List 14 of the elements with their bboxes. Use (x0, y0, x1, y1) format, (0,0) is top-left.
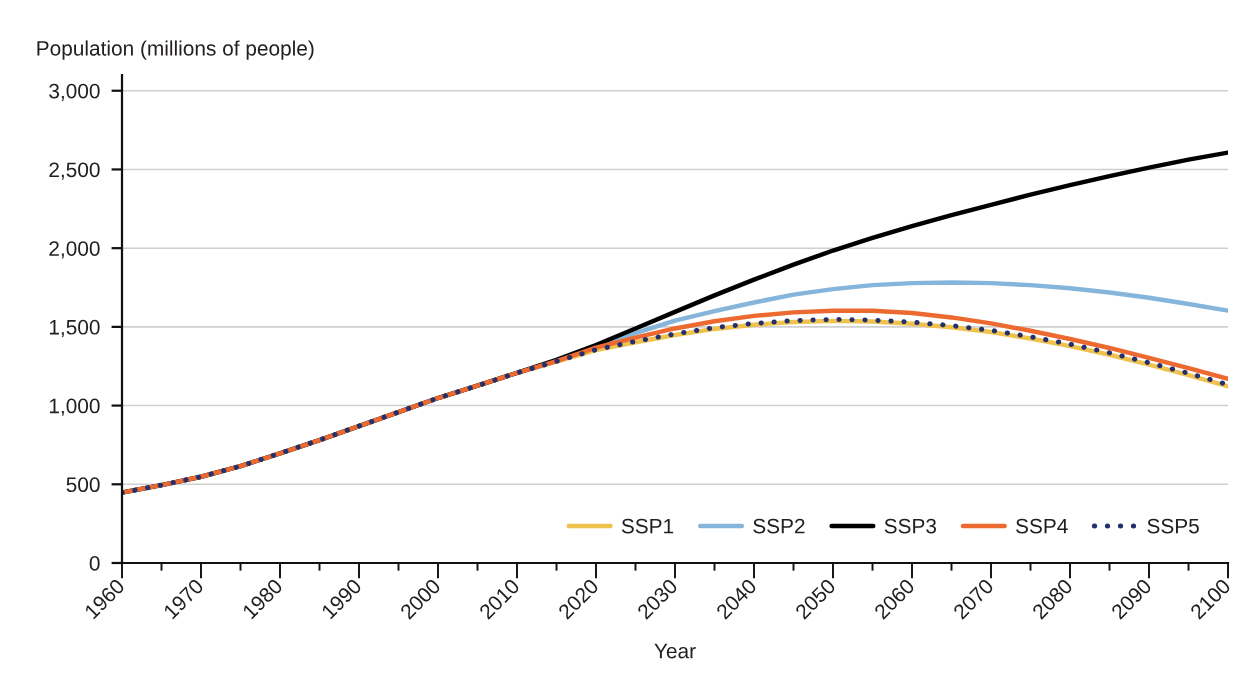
y-tick-label: 1,500 (49, 319, 100, 338)
y-tick-label: 2,500 (49, 162, 100, 180)
y-tick-label: 3,000 (49, 83, 100, 101)
y-tick-label: 1,000 (49, 398, 100, 416)
x-axis-title: Year (654, 643, 696, 659)
legend-label: SSP4 (1016, 518, 1068, 534)
legend-label: SSP3 (884, 518, 937, 534)
y-axis-title: Population (millions of people) (37, 40, 314, 60)
legend-label: SSP2 (753, 518, 805, 534)
y-tick-label: 500 (66, 477, 100, 493)
legend-label: SSP5 (1147, 518, 1199, 534)
y-tick-label: 2,000 (49, 241, 100, 259)
legend-label: SSP1 (621, 518, 674, 534)
y-tick-label: 0 (89, 556, 100, 571)
